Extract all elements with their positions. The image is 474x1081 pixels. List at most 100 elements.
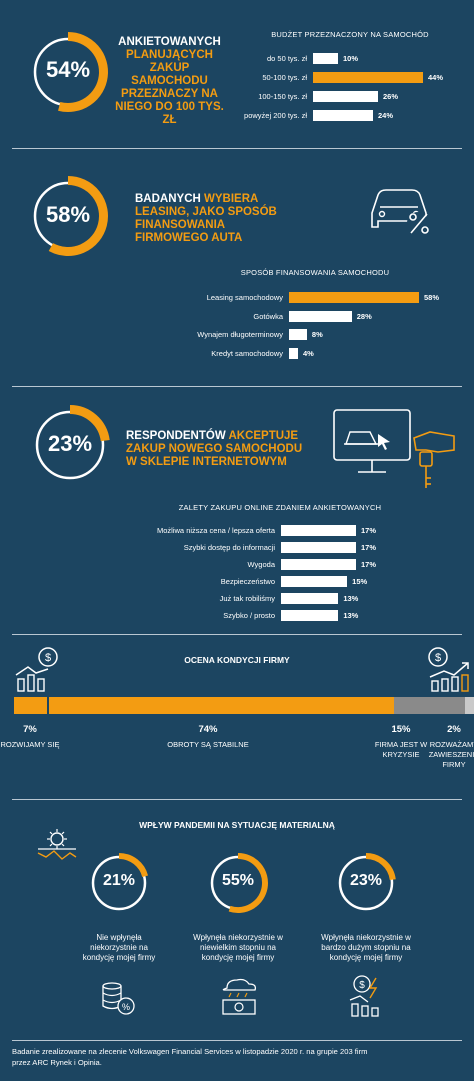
headline: ANKIETOWANYCH PLANUJĄCYCH ZAKUP SAMOCHOD… [112,36,227,127]
bar [313,72,423,83]
stacked-segment [14,697,47,714]
ring-value: 58% [45,202,91,227]
bar-value-label: 17% [361,526,377,535]
chart-title: SPOSÓB FINANSOWANIA SAMOCHODU [240,268,390,277]
stacked-segment [464,697,474,714]
bar [289,329,307,340]
ring-arc [118,853,149,878]
ring-55 [210,853,268,913]
segment-category-label: ROZWAŻAMY ZAWIESZENIE FIRMY [428,740,474,769]
bar [289,347,298,359]
ring-value: 21% [102,872,136,889]
bar-label: Leasing samochodowy [206,293,283,302]
virus-chart-icon [37,829,77,860]
bar-label: Gotówka [253,311,283,321]
money-rain-icon [222,978,257,1015]
bar-value-label: 13% [343,594,359,603]
divider [12,148,462,149]
bar-label: 50-100 tys. zł [262,73,307,82]
footer-line-1: Badanie zrealizowane na zlecenie Volkswa… [12,1047,368,1056]
segment-value-label: 74% [198,724,218,735]
bar-value-label: 58% [424,293,440,302]
chart-title: BUDŻET PRZEZNACZONY NA SAMOCHÓD [271,30,429,39]
headline-orange: WYBIERA LEASING, JAKO SPOSÓB FINANSOWANI… [135,193,277,244]
bar-label: Wygoda [247,560,275,569]
bar [281,610,339,621]
headline-white: BADANYCH [135,193,201,205]
car-percent-icon [371,189,429,234]
bar [289,310,352,322]
footer-line-2: przez ARC Rynek i Opinia. [12,1058,102,1067]
bar [281,525,356,536]
ring-23 [35,405,110,480]
bar-value-label: 26% [383,92,399,101]
headline-orange: PLANUJĄCYCH ZAKUP SAMOCHODU PRZEZNACZY N… [115,49,224,126]
svg-text:$: $ [359,980,365,991]
money-growth-icon: $ [15,647,58,692]
bar [313,91,378,102]
bar-value-label: 8% [311,330,323,339]
headline-orange: AKCEPTUJE ZAKUP NOWEGO SAMOCHODU W SKLEP… [126,430,303,468]
ring-arc [69,405,110,442]
ring-21 [91,853,149,911]
divider [12,1040,462,1041]
bar [281,542,356,553]
bar-value-label: 28% [356,311,372,321]
segment-category-label: FIRMA JEST W KRYZYSIE [374,740,428,759]
ring-value: 23% [349,872,383,889]
ring-54 [33,32,108,112]
svg-text:$: $ [45,652,51,664]
divider [12,386,462,387]
bar-value-label: 24% [378,111,394,120]
bar [281,576,348,587]
footer-note: Badanie zrealizowane na zlecenie Volkswa… [12,1046,464,1068]
ring-23b [338,853,396,911]
bar-label: Możliwa niższa cena / lepsza oferta [157,526,275,535]
ring-58 [33,176,108,256]
ring-value: 23% [47,431,93,456]
headline: BADANYCH WYBIERA LEASING, JAKO SPOSÓB FI… [135,193,295,245]
bar [281,559,356,570]
segment-category-label: OBROTY SĄ STABILNE [167,740,249,749]
ring-arc [228,853,268,913]
headline-white: RESPONDENTÓW [126,430,226,442]
ring-arc [365,853,396,881]
segment-value-label: 2% [447,724,461,735]
ring-label: Wpłynęła niekorzystnie w niewielkim stop… [193,933,283,962]
bar-label: Bezpieczeństwo [220,577,275,586]
divider [12,799,462,800]
ring-arc [58,32,108,112]
bar-value-label: 13% [343,611,359,620]
financial-storm-icon: $ [349,975,379,1017]
ring-label: Nie wpłynęła niekorzystnie na kondycję m… [82,933,156,962]
bar-value-label: 17% [361,543,377,552]
segment-category-label: ROZWIJAMY SIĘ [0,740,60,749]
ring-value: 55% [221,872,255,889]
segment-value-label: 15% [391,724,411,735]
bar [281,593,339,604]
bar-value-label: 4% [302,348,314,358]
bar [313,53,338,64]
headline-white: ANKIETOWANYCH [118,36,221,48]
bar-value-label: 17% [361,560,377,569]
bar-label: powyżej 200 tys. zł [244,111,307,120]
headline: RESPONDENTÓW AKCEPTUJE ZAKUP NOWEGO SAMO… [126,430,311,469]
ring-value: 54% [45,57,91,82]
stacked-segment [394,697,465,714]
svg-text:$: $ [435,652,441,664]
online-car-purchase-icon [333,409,455,488]
bar [289,292,419,303]
bar-label: Kredyt samochodowy [211,348,283,358]
bar-label: do 50 tys. zł [266,54,307,63]
stacked-segment [48,697,395,714]
bar-value-label: 15% [352,577,368,586]
section-title: OCENA KONDYCJI FIRMY [184,655,290,665]
chart-title: ZALETY ZAKUPU ONLINE ZDANIEM ANKIETOWANY… [178,503,382,512]
bar-label: Już tak robiliśmy [219,594,275,603]
bar [313,110,373,121]
svg-text:%: % [122,1002,130,1012]
coins-percent-icon: % [102,982,135,1015]
divider [12,634,462,635]
bar-label: Wynajem długoterminowy [197,330,283,339]
money-growth-icon-right: $ [428,647,469,692]
